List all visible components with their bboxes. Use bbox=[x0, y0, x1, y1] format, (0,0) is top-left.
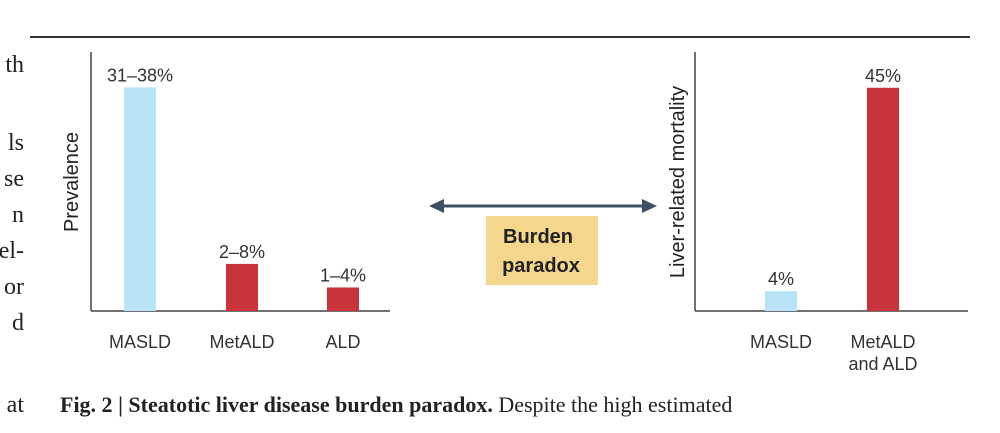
bar bbox=[226, 263, 258, 311]
left-text-fragment: n bbox=[12, 202, 24, 228]
tick-label: MetALD bbox=[209, 332, 274, 352]
mortality-chart: Liver-related mortality 4% MASLD 45% MetALD… bbox=[667, 52, 968, 374]
bar bbox=[327, 287, 359, 311]
left-text-fragment: at bbox=[6, 392, 24, 418]
left-text-fragment: th bbox=[5, 52, 24, 78]
y-axis-label: Liver-related mortality bbox=[667, 86, 689, 278]
burden-paradox-annotation: Burden paradox bbox=[429, 199, 657, 285]
burden-paradox-badge bbox=[486, 216, 598, 285]
data-label: 31–38% bbox=[107, 65, 173, 85]
caption-title: Steatotic liver disease burden paradox. bbox=[128, 392, 493, 417]
figure-caption: Fig. 2 | Steatotic liver disease burden … bbox=[60, 392, 995, 418]
caption-separator: | bbox=[112, 392, 129, 417]
badge-label-line2: paradox bbox=[502, 255, 580, 277]
arrow-head-right-icon bbox=[642, 199, 657, 213]
left-text-fragment: el- bbox=[0, 238, 24, 264]
y-axis-label: Prevalence bbox=[61, 132, 83, 232]
arrow-head-left-icon bbox=[429, 199, 444, 213]
left-text-fragment: d bbox=[12, 310, 24, 336]
prevalence-chart: Prevalence 31–38% MASLD 2–8% MetALD 1–4% ALD bbox=[61, 52, 390, 352]
left-text-fragment: se bbox=[4, 166, 24, 192]
caption-label: Fig. 2 bbox=[60, 392, 113, 417]
tick-label: MASLD bbox=[750, 332, 812, 352]
data-label: 4% bbox=[768, 269, 794, 289]
data-label: 45% bbox=[865, 66, 901, 86]
tick-label: MetALD bbox=[850, 332, 915, 352]
tick-label: and ALD bbox=[848, 354, 917, 374]
left-column-text: th ls se n el- or d at bbox=[0, 0, 30, 433]
bar bbox=[867, 87, 899, 311]
bar bbox=[124, 87, 156, 312]
tick-label: MASLD bbox=[109, 332, 171, 352]
bar bbox=[765, 291, 797, 311]
data-label: 2–8% bbox=[219, 242, 265, 262]
data-label: 1–4% bbox=[320, 265, 366, 285]
tick-label: ALD bbox=[325, 332, 360, 352]
left-text-fragment: or bbox=[4, 274, 24, 300]
caption-text: Despite the high estimated bbox=[498, 392, 733, 417]
left-text-fragment: ls bbox=[7, 130, 24, 156]
badge-label-line1: Burden bbox=[503, 226, 573, 248]
